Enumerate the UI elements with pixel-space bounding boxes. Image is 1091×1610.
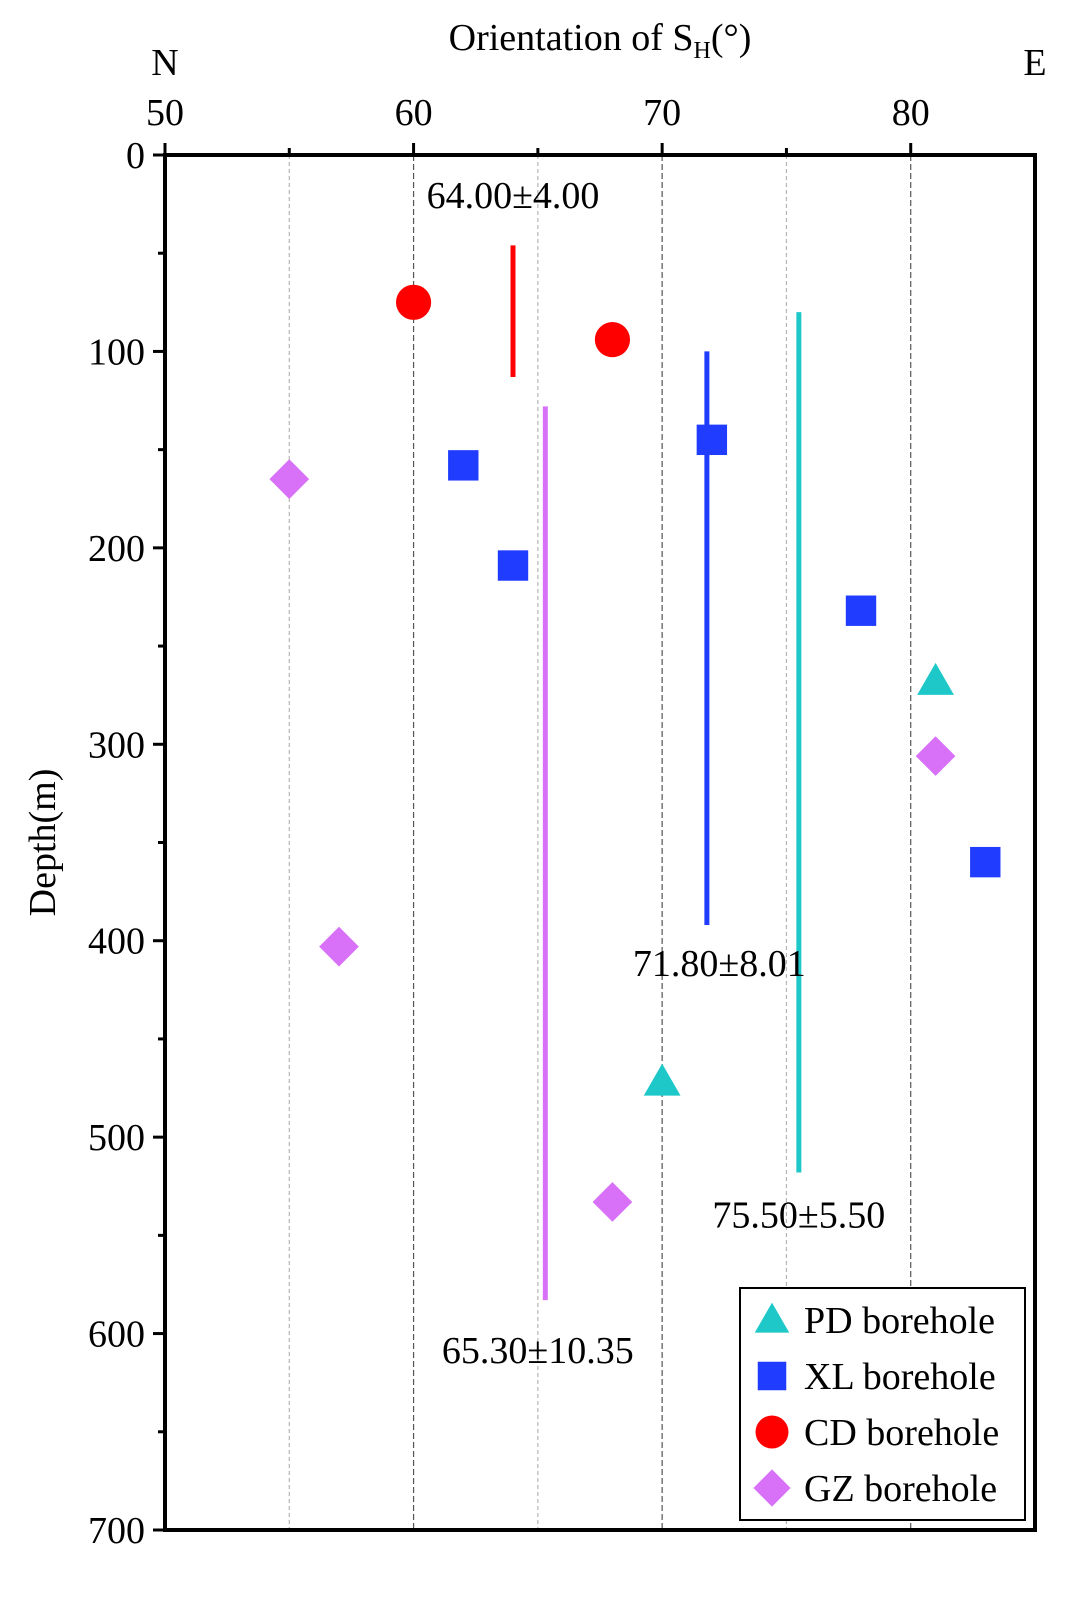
x-tick-label-60: 60 bbox=[395, 92, 433, 134]
legend-label-pd: PD borehole bbox=[804, 1300, 995, 1342]
direction-label-east: E bbox=[1023, 42, 1046, 84]
x-axis-title-subscript: H bbox=[694, 38, 711, 64]
x-tick-label-80: 80 bbox=[892, 92, 930, 134]
legend: PD borehole XL borehole CD borehole GZ bore… bbox=[739, 1287, 1026, 1521]
y-tick-label-400: 400 bbox=[88, 921, 145, 963]
legend-marker-pd bbox=[754, 1302, 790, 1333]
annotation-pd: 75.50±5.50 bbox=[712, 1195, 885, 1237]
point-gz-1 bbox=[269, 459, 310, 499]
y-tick-label-500: 500 bbox=[88, 1117, 145, 1159]
point-gz-2 bbox=[319, 926, 359, 967]
annotation-gz: 65.30±10.35 bbox=[442, 1330, 634, 1372]
annotations: 64.00±4.00 71.80±8.01 75.50±5.50 65.30±10.3… bbox=[427, 175, 886, 1372]
point-xl-4 bbox=[845, 595, 877, 626]
direction-label-north: N bbox=[151, 42, 178, 84]
annotation-xl: 71.80±8.01 bbox=[633, 943, 806, 985]
mean-lines bbox=[510, 245, 802, 1301]
legend-marker-cd bbox=[755, 1415, 789, 1449]
legend-label-gz: GZ borehole bbox=[804, 1468, 997, 1510]
point-xl-5 bbox=[970, 846, 1001, 878]
x-tick-label-70: 70 bbox=[643, 92, 681, 134]
legend-label-cd: CD borehole bbox=[804, 1412, 999, 1454]
y-tick-label-100: 100 bbox=[88, 331, 145, 373]
point-cd-2 bbox=[594, 322, 631, 358]
point-xl-1 bbox=[448, 450, 479, 481]
x-axis-title-suffix: (°) bbox=[711, 17, 752, 59]
legend-marker-xl bbox=[757, 1361, 787, 1391]
point-pd-1 bbox=[917, 662, 954, 695]
x-tick-label-50: 50 bbox=[146, 92, 184, 134]
x-axis-title: Orientation of SH(°) bbox=[449, 17, 752, 64]
point-gz-4 bbox=[915, 736, 956, 776]
axes: 50 60 70 80 0 100 200 300 400 500 600 700 bbox=[88, 92, 930, 1552]
annotation-cd: 64.00±4.00 bbox=[427, 175, 600, 217]
y-tick-label-0: 0 bbox=[126, 135, 145, 177]
x-axis-title-main: Orientation of S bbox=[449, 17, 694, 59]
point-gz-3 bbox=[592, 1182, 633, 1222]
legend-box bbox=[739, 1287, 1026, 1521]
y-tick-label-600: 600 bbox=[88, 1314, 145, 1356]
y-tick-label-700: 700 bbox=[88, 1510, 145, 1552]
point-cd-1 bbox=[395, 284, 432, 320]
y-tick-label-300: 300 bbox=[88, 724, 145, 766]
legend-label-xl: XL borehole bbox=[804, 1356, 996, 1398]
y-axis-title: Depth(m) bbox=[22, 769, 64, 917]
legend-marker-gz bbox=[753, 1469, 791, 1507]
data-points bbox=[269, 284, 1001, 1222]
y-tick-label-200: 200 bbox=[88, 528, 145, 570]
point-pd-2 bbox=[643, 1063, 681, 1096]
point-xl-2 bbox=[497, 550, 529, 581]
point-xl-3 bbox=[696, 424, 728, 456]
